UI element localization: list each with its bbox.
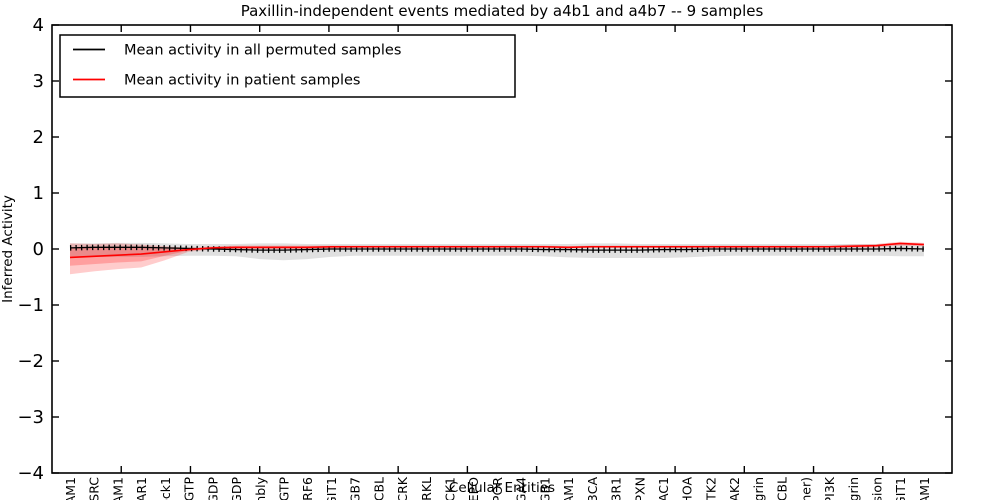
legend-label-patient: Mean activity in patient samples — [124, 73, 360, 89]
x-category-label: MADCAM1 — [561, 477, 576, 500]
x-category-label: ITGB1 — [537, 477, 552, 500]
legend-label-permuted: Mean activity in all permuted samples — [124, 43, 401, 59]
y-tick-label: 2 — [33, 127, 44, 148]
legend-frame — [59, 34, 516, 98]
x-category-label: JAK2 — [727, 477, 742, 500]
plot-area — [69, 241, 924, 275]
x-category-label: VCAM1 — [63, 477, 78, 500]
y-tick-label: −2 — [17, 351, 44, 372]
x-category-label: Rac1/GTP — [276, 477, 291, 500]
x-category-label: alpha4/beta1 Integrin/Paxillin/GIT1 — [893, 477, 908, 500]
y-tick-label: −1 — [17, 295, 44, 316]
x-category-label: ITGB7 — [348, 477, 363, 500]
y-tick-label: −3 — [17, 407, 44, 428]
y-tick-label: −4 — [17, 463, 44, 484]
x-category-label: cell adhesion — [869, 477, 884, 500]
x-category-label: PI3K — [822, 476, 837, 500]
x-category-label: mol:GDP — [205, 477, 220, 500]
x-category-label: mol:GTP — [182, 477, 197, 500]
x-axis-label: Cellular Entities — [449, 480, 555, 496]
x-category-label: CRKL — [419, 477, 434, 500]
x-category-label: PIK3R1 — [609, 477, 624, 500]
x-category-label: DOCK1 — [443, 477, 458, 500]
x-category-label: alpha4/beta1 Integrin/VCAM1 — [110, 477, 125, 500]
x-category-label: GIT1 — [324, 477, 339, 500]
chart-title: Paxillin-independent events mediated by … — [241, 2, 764, 20]
x-category-label: alpha4/beta1 Integrin — [846, 477, 861, 500]
x-category-label: EPO/EPOR (dimer) — [798, 477, 813, 500]
x-category-label: Rac1/GDP — [229, 477, 244, 500]
x-category-label: alpha4/beta7 Integrin/MAdCAM1 — [917, 477, 932, 500]
y-tick-label: 4 — [33, 15, 44, 36]
y-tick-label: 3 — [33, 71, 44, 92]
y-axis-label: Inferred Activity — [0, 195, 16, 303]
y-tick-label: 0 — [33, 239, 44, 260]
x-category-label: CRK — [395, 476, 410, 500]
x-category-label: CBL — [371, 477, 386, 500]
series-line-1 — [69, 242, 924, 259]
series-line-0 — [69, 246, 924, 251]
x-category-label: SRC — [87, 477, 102, 500]
x-category-label: EPOR — [490, 477, 505, 500]
x-category-label: PIK3CA — [585, 477, 600, 500]
x-category-label: RAC1 — [656, 477, 671, 500]
legend-box: Mean activity in all permuted samples Me… — [59, 34, 516, 98]
x-category-label: CRKL/CBL — [775, 477, 790, 500]
x-category-label: ITGA4 — [514, 477, 529, 500]
x-category-label: PTK2 — [703, 477, 718, 500]
x-category-label: ARF6 — [300, 477, 315, 500]
x-category-label: PXN — [632, 477, 647, 500]
y-tick-label: 1 — [33, 183, 44, 204]
tick-layer: 4 3 2 1 0 −1 −2 −3 −4 VCAM1 SRC alpha4/beta1 Integr… — [17, 15, 952, 500]
x-category-label: p130Cas/Crk/Dock1 — [158, 477, 173, 500]
permuted-samples-range-band — [70, 242, 924, 261]
x-category-label: alpha4/beta7 Integrin — [751, 477, 766, 500]
x-category-label: EPO — [466, 477, 481, 500]
x-category-label: lamellipodium assembly — [253, 476, 268, 500]
x-category-label: RHOA — [680, 477, 695, 500]
x-category-label: BCAR1 — [134, 477, 149, 500]
